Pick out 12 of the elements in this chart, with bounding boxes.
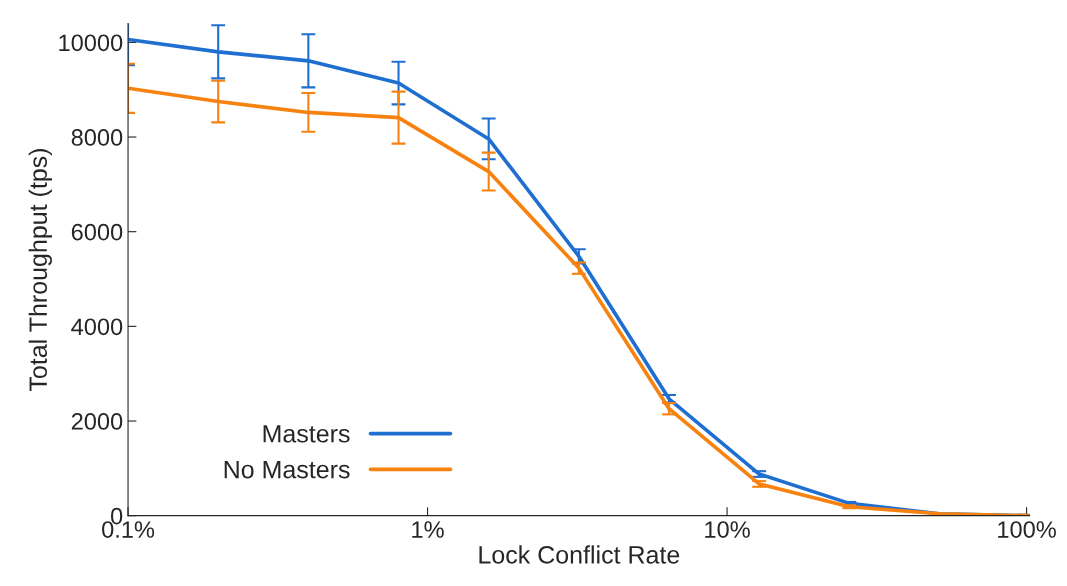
legend-label: No Masters [224, 460, 350, 479]
y-tick-label: 10000 [59, 34, 123, 52]
legend-label: Masters [263, 425, 350, 443]
x-tick-label: 10% [705, 521, 750, 538]
y-axis-title: Total Throughput (tps) [28, 149, 52, 392]
y-tick-label: 8000 [71, 129, 123, 146]
y-tick-label: 6000 [71, 223, 123, 241]
x-tick-label: 1% [412, 521, 444, 538]
y-tick-label: 4000 [71, 318, 123, 336]
x-axis-title: Lock Conflict Rate [479, 545, 680, 564]
y-tick-label: 2000 [71, 413, 123, 430]
x-tick-label: 100% [998, 521, 1056, 538]
